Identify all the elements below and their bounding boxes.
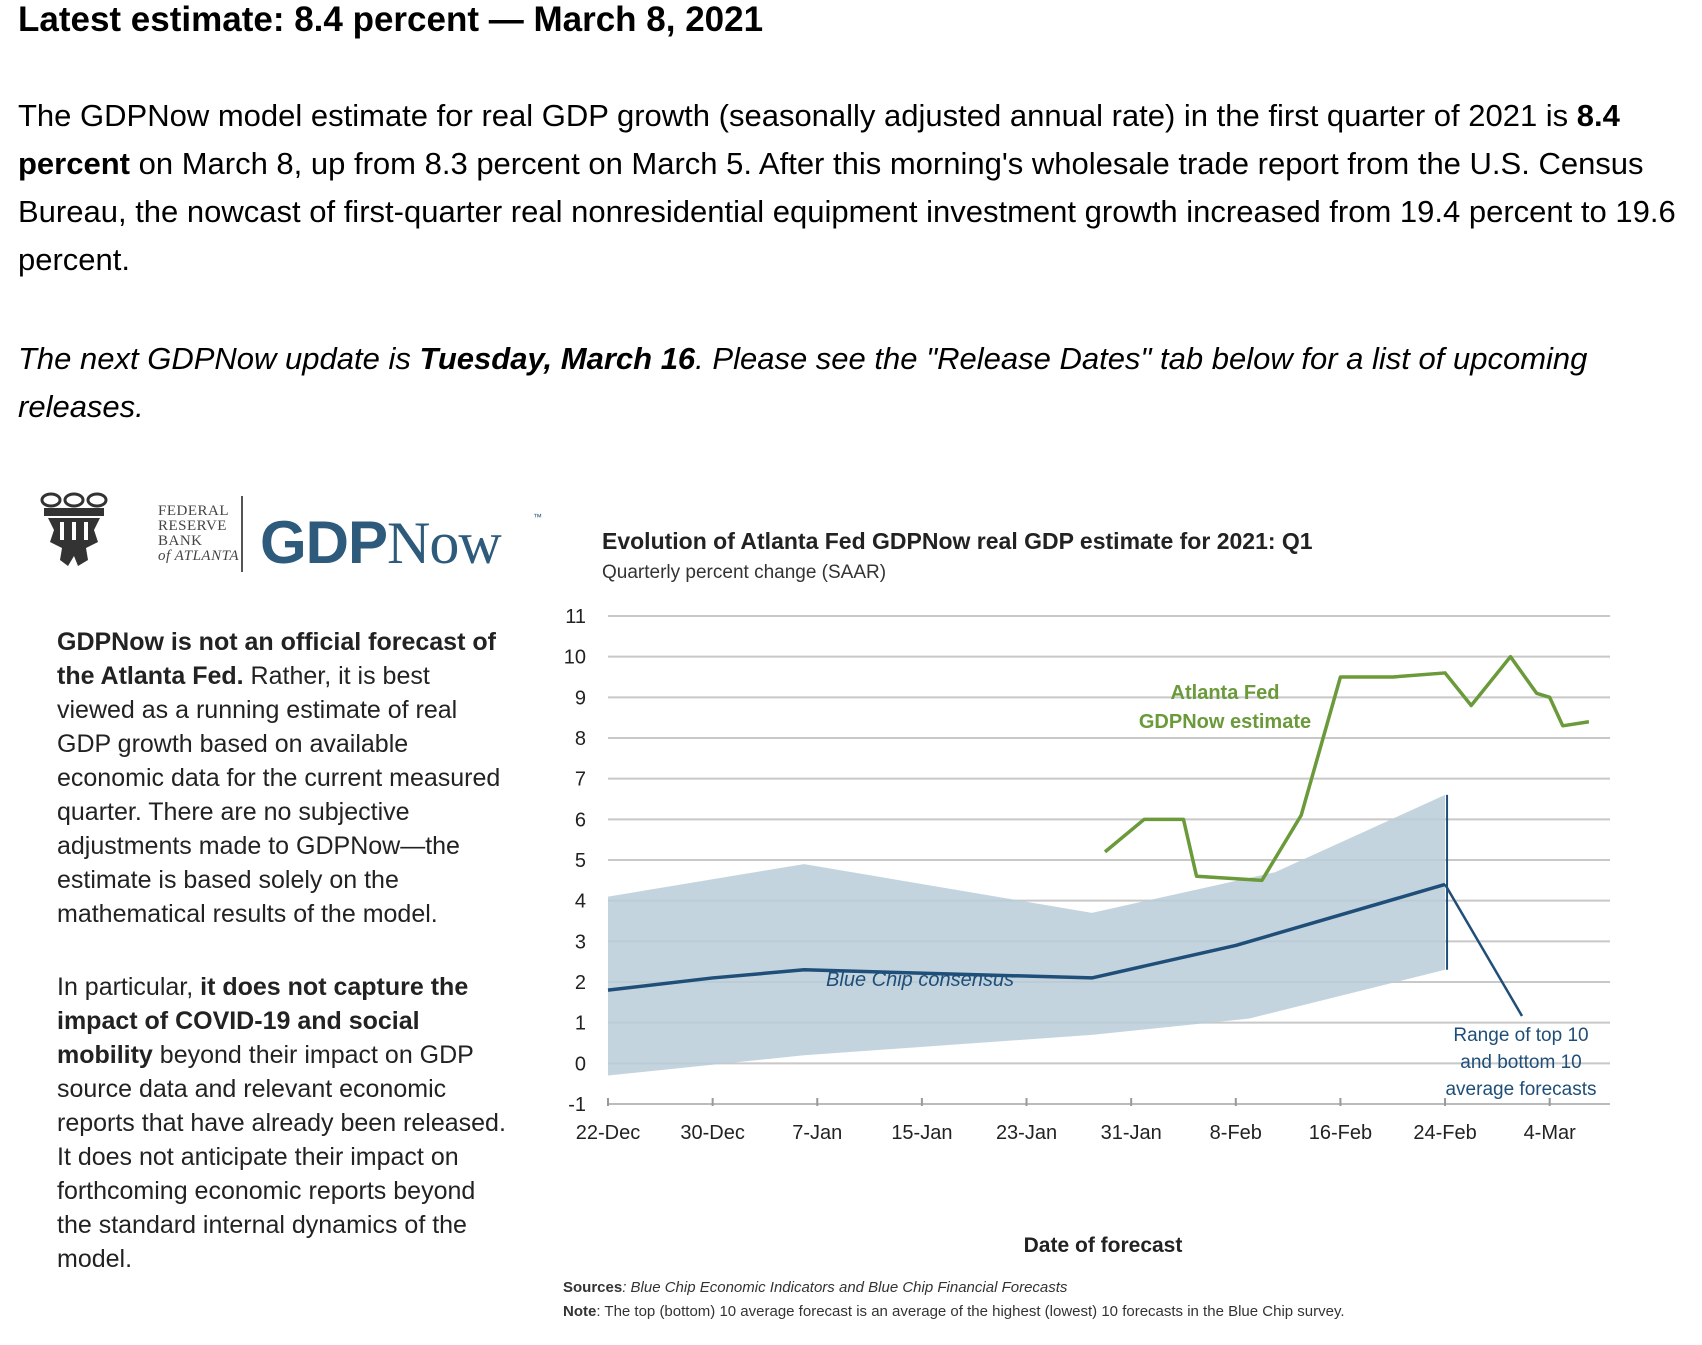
sources-text: : Blue Chip Economic Indicators and Blue… [622,1279,1068,1296]
range-label-line: and bottom 10 [1460,1052,1581,1073]
y-tick-label: 4 [575,891,586,913]
x-tick-label: 30-Dec [680,1122,744,1144]
blue-chip-consensus-line [607,882,1446,992]
y-tick-label: 10 [564,647,586,669]
y-tick-label: 0 [575,1053,586,1075]
disclaimer-2-bold: it does not capture the impact of COVID-… [57,973,469,1069]
seal-text-line-1: FEDERAL [158,503,229,519]
seal-text-line-3: BANK [158,533,203,549]
para1-text-2: on March 8, up from 8.3 percent on March… [18,146,1676,277]
gdp-estimate-chart: Evolution of Atlanta Fed GDPNow real GDP… [563,528,1610,1320]
sources-line: Sources: Blue Chip Economic Indicators a… [563,1279,1068,1296]
y-tick-label: 7 [575,769,586,791]
forecast-range-band [608,794,1446,1076]
x-tick-label: 4-Mar [1524,1122,1577,1144]
y-tick-label: 11 [565,606,586,628]
x-axis-title: Date of forecast [1024,1234,1183,1257]
disclaimer-paragraph-1: GDPNow is not an official forecast of th… [57,625,507,931]
y-tick-label: 2 [575,972,586,994]
atlanta-fed-logo: FEDERAL RESERVE BANK of ATLANTA GDPNow ™ [38,490,542,590]
x-tick-label: 7-Jan [792,1122,842,1144]
blue-chip-label: Blue Chip consensus [826,969,1014,991]
estimate-paragraph: The GDPNow model estimate for real GDP g… [18,92,1688,284]
y-tick-label: 8 [575,728,586,750]
x-tick-label: 31-Jan [1101,1122,1162,1144]
seal-text-line-2: RESERVE [158,518,227,534]
para1-text-1: The GDPNow model estimate for real GDP g… [18,98,1577,133]
trademark-mark: ™ [533,512,542,522]
para1-bold: 8.4 percent [18,98,1620,181]
disclaimer-1-bold: GDPNow is not an official forecast of th… [57,628,496,690]
range-label-line: average forecasts [1445,1079,1596,1100]
fed-seal-icon [40,492,108,566]
para2-bold-date: Tuesday, March 16 [419,341,696,376]
seal-text-line-4: of ATLANTA [158,548,239,564]
gdpnow-brand-logo: GDPNow [260,508,502,578]
sources-label: Sources [563,1279,622,1296]
page-headline: Latest estimate: 8.4 percent — March 8, … [18,0,764,39]
y-tick-label: 1 [575,1013,586,1035]
disclaimer-paragraph-2: In particular, it does not capture the i… [57,970,507,1276]
brand-gdp: GDP [260,509,388,576]
x-tick-label: 24-Feb [1413,1122,1476,1144]
disclaimer-1-text: Rather, it is best viewed as a running e… [57,662,501,928]
y-tick-label: -1 [568,1094,586,1116]
logo-divider [241,496,243,572]
note-text: : The top (bottom) 10 average forecast i… [596,1303,1344,1320]
gdpnow-figure: FEDERAL RESERVE BANK of ATLANTA GDPNow ™… [0,470,1702,1340]
y-tick-label: 9 [575,687,586,709]
chart-subtitle: Quarterly percent change (SAAR) [602,562,886,583]
range-label-pointer [1443,883,1524,1017]
x-tick-label: 22-Dec [576,1122,640,1144]
x-tick-label: 15-Jan [891,1122,952,1144]
chart-title: Evolution of Atlanta Fed GDPNow real GDP… [602,528,1313,554]
brand-now: Now [387,510,502,576]
x-tick-label: 16-Feb [1309,1122,1372,1144]
para2-text-2: . Please see the "Release Dates" tab bel… [18,341,1588,424]
range-label-line: Range of top 10 [1453,1025,1588,1046]
x-tick-label: 8-Feb [1210,1122,1262,1144]
y-tick-label: 5 [575,850,586,872]
x-tick-label: 23-Jan [996,1122,1057,1144]
y-tick-label: 3 [575,931,586,953]
y-tick-label: 6 [575,809,586,831]
gdpnow-estimate-line [1103,654,1590,883]
disclaimer-2-start: In particular, [57,973,201,1001]
next-update-paragraph: The next GDPNow update is Tuesday, March… [18,335,1688,431]
disclaimer-2-text: beyond their impact on GDP source data a… [57,1041,506,1273]
gdpnow-label-line-2: GDPNow estimate [1139,711,1311,733]
gdpnow-label-line-1: Atlanta Fed [1171,682,1280,704]
para2-text-1: The next GDPNow update is [18,341,420,376]
note-label: Note [563,1303,596,1320]
note-line: Note: The top (bottom) 10 average foreca… [563,1303,1345,1320]
